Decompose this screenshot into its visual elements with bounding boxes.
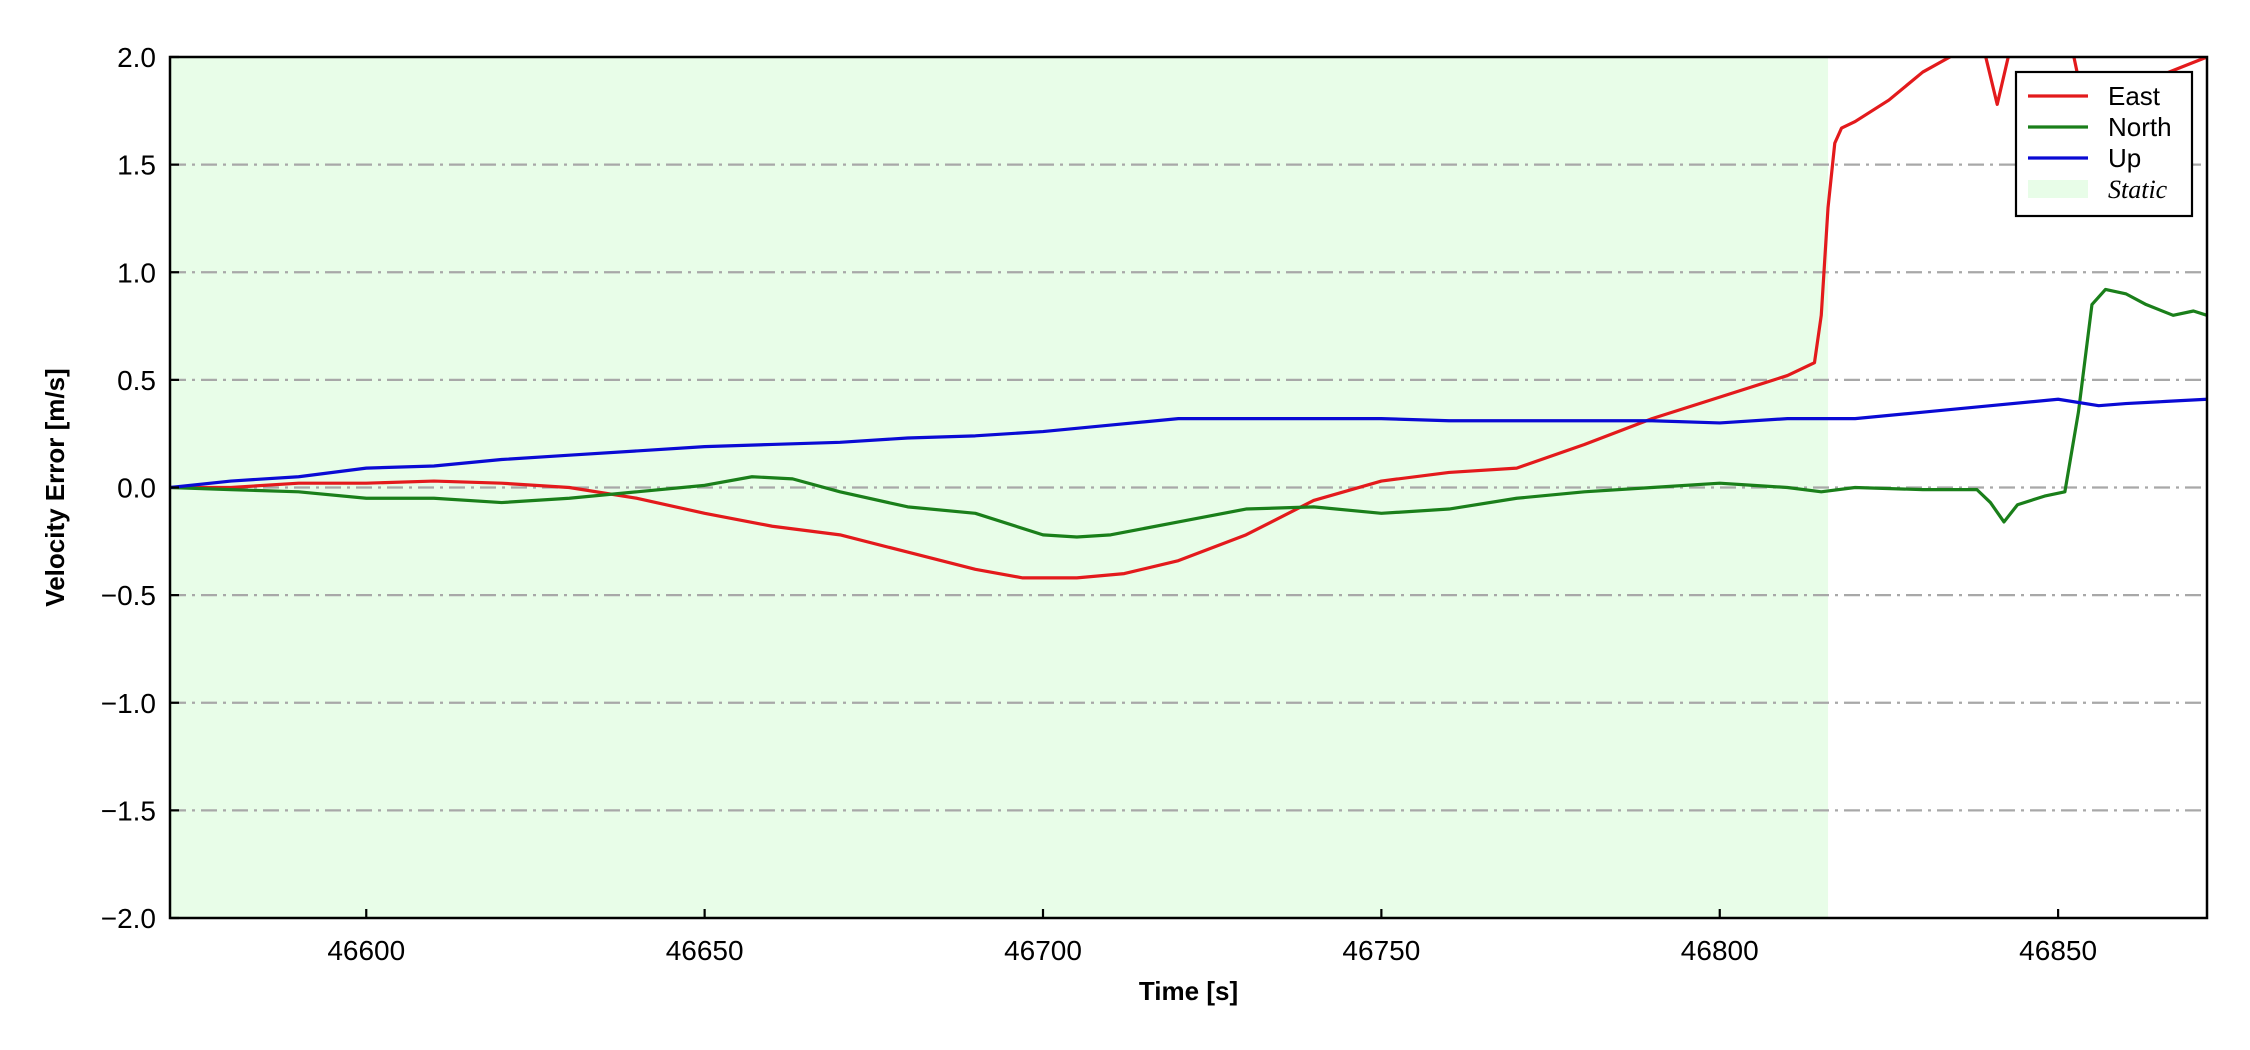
legend-label-north: North bbox=[2108, 112, 2172, 142]
series-line-east bbox=[170, 57, 2207, 580]
y-tick-label: −2.0 bbox=[101, 903, 156, 934]
y-tick-label: −1.0 bbox=[101, 688, 156, 719]
series-line-up bbox=[170, 397, 2207, 490]
y-tick-label: 0.5 bbox=[117, 365, 156, 396]
x-axis-title: Time [s] bbox=[1139, 976, 1238, 1006]
y-tick-label: 1.5 bbox=[117, 150, 156, 181]
y-tick-label: 1.0 bbox=[117, 257, 156, 288]
series-line-north bbox=[170, 287, 2207, 539]
legend-label-east: East bbox=[2108, 81, 2161, 111]
legend-label-up: Up bbox=[2108, 143, 2141, 173]
x-tick-label: 46700 bbox=[1004, 935, 1082, 966]
series-lines bbox=[170, 57, 2207, 580]
legend-label-static: Static bbox=[2108, 175, 2168, 204]
x-tick-label: 46650 bbox=[666, 935, 744, 966]
x-tick-label: 46600 bbox=[327, 935, 405, 966]
y-axis-title: Velocity Error [m/s] bbox=[40, 368, 70, 606]
legend-swatch-static bbox=[2028, 180, 2088, 198]
y-tick-label: −1.5 bbox=[101, 795, 156, 826]
x-tick-label: 46750 bbox=[1342, 935, 1420, 966]
axis-ticks: 46600 46650 46700 46750 46800 46850 −2.0 −1.5 −1… bbox=[101, 42, 2097, 966]
x-tick-label: 46800 bbox=[1681, 935, 1759, 966]
y-tick-label: −0.5 bbox=[101, 580, 156, 611]
x-tick-label: 46850 bbox=[2019, 935, 2097, 966]
y-tick-label: 0.0 bbox=[117, 473, 156, 504]
y-tick-label: 2.0 bbox=[117, 42, 156, 73]
